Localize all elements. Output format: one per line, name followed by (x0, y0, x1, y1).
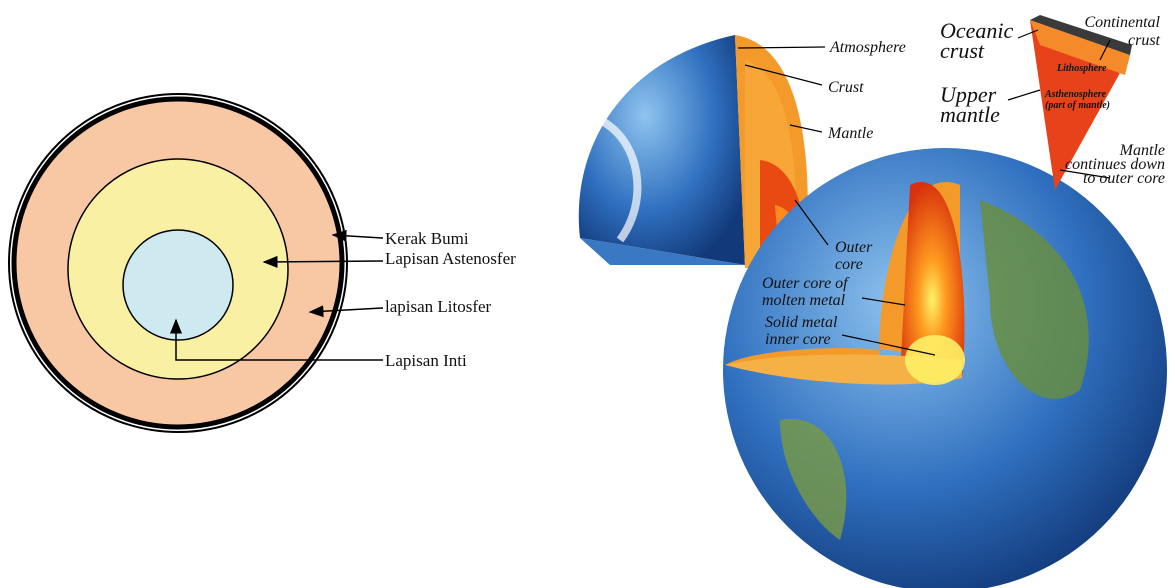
arrows (170, 229, 384, 361)
label: Lapisan Astenosfer (385, 249, 516, 268)
big-globe (723, 148, 1167, 588)
label: Solid metal (765, 314, 838, 331)
label: Kerak Bumi (385, 229, 469, 248)
label: Lithosphere (1056, 63, 1107, 74)
label: Mantle (1119, 142, 1165, 159)
label: to outer core (1083, 170, 1165, 187)
label: mantle (940, 102, 1000, 127)
label: Mantle (827, 125, 873, 142)
label: inner core (765, 331, 831, 348)
small-globe (578, 35, 808, 270)
label: core (835, 256, 863, 273)
label: Atmosphere (829, 39, 906, 56)
label: Asthenosphere (1044, 89, 1107, 100)
label: crust (940, 38, 985, 63)
layer-rings (8, 93, 348, 433)
label: molten metal (762, 292, 846, 309)
label: crust (1128, 32, 1161, 49)
label: Oceanic (940, 18, 1014, 43)
label: (part of mantle) (1045, 100, 1110, 111)
label: Upper (940, 82, 997, 107)
label: Outer core of (762, 275, 850, 292)
crust-wedge (1030, 15, 1132, 190)
leader-lines (737, 29, 1111, 356)
label: Continental (1084, 14, 1160, 31)
label: Lapisan Inti (385, 351, 467, 370)
label: Outer (835, 239, 873, 256)
label: Crust (828, 79, 864, 96)
label: continues down (1065, 156, 1165, 173)
label: lapisan Litosfer (385, 297, 492, 316)
